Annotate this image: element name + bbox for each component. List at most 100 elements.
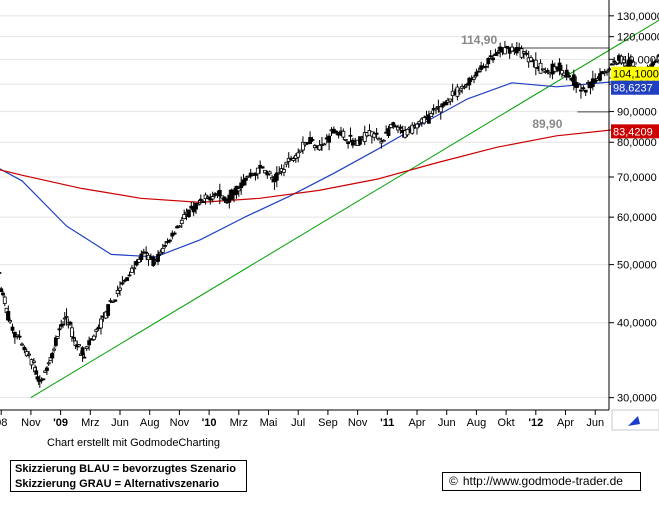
candle-body: [505, 45, 510, 49]
candle-body: [137, 258, 141, 263]
x-tick-label: Jul: [291, 417, 305, 429]
candle-body: [198, 198, 203, 201]
candle-body: [253, 172, 258, 176]
x-tick-label: '09: [53, 417, 68, 429]
x-tick-label: Jun: [111, 417, 129, 429]
copyright-icon: ©: [449, 474, 458, 488]
candle-body: [94, 329, 99, 332]
candle-body: [22, 346, 27, 351]
moving-average-line: [0, 76, 659, 258]
candle-body: [52, 348, 56, 351]
candle-body: [217, 189, 222, 197]
y-tick-label: 80,0000: [617, 137, 657, 149]
candle-body: [543, 71, 548, 73]
candle-body: [391, 122, 396, 126]
legend-blue-text: Skizzierung BLAU = bevorzugtes Szenario: [15, 463, 236, 475]
x-tick-label: Apr: [408, 417, 425, 429]
website-link[interactable]: © http://www.godmode-trader.de: [442, 472, 641, 491]
uptrend-line: [30, 19, 659, 399]
x-tick-label: Okt: [498, 417, 515, 429]
candle-body: [398, 126, 403, 129]
candle-body: [533, 59, 538, 69]
candle-body: [609, 63, 614, 66]
candle-body: [284, 161, 289, 165]
candle-body: [362, 132, 367, 142]
candle-body: [194, 202, 198, 210]
x-tick-label: Mrz: [81, 417, 99, 429]
candle-body: [628, 59, 633, 63]
scroll-arrow-icon[interactable]: [611, 409, 659, 431]
candle-body: [503, 47, 507, 55]
candle-body: [27, 353, 32, 356]
candle-body: [317, 144, 322, 151]
candle-body: [576, 82, 581, 85]
candle-body: [62, 317, 67, 320]
candle-body: [538, 62, 543, 74]
candle-body: [571, 74, 576, 86]
candle-body: [241, 179, 246, 186]
candle-body: [301, 141, 305, 151]
candle-body: [34, 370, 39, 375]
candle-body: [168, 239, 172, 242]
candle-body: [541, 68, 545, 71]
candle-body: [343, 138, 348, 141]
candle-body: [182, 214, 187, 220]
candle-body: [386, 128, 391, 137]
candle-body: [267, 171, 272, 175]
candle-body: [495, 51, 500, 54]
x-tick-label: Jun: [586, 417, 604, 429]
candle-body: [652, 61, 657, 64]
candle-body: [457, 90, 462, 93]
candle-body: [486, 57, 491, 65]
candle-body: [434, 108, 438, 111]
ma-blue-tag-label: 98,6237: [613, 83, 653, 95]
candle-body: [462, 86, 467, 89]
candle-body: [510, 46, 514, 52]
candle-body: [2, 296, 7, 304]
candle-body: [581, 87, 586, 90]
candle-body: [144, 251, 149, 254]
x-tick-label: Aug: [467, 417, 487, 429]
candle-body: [17, 335, 22, 338]
y-tick-label: 130,0000: [617, 11, 659, 23]
candle-body: [87, 340, 92, 346]
candle-body: [296, 152, 301, 158]
candle-body: [99, 318, 103, 329]
candle-body: [614, 62, 619, 65]
candle-body: [170, 232, 175, 237]
y-tick-label: 50,0000: [617, 260, 657, 272]
candle-body: [91, 335, 96, 340]
candle-body: [467, 77, 472, 86]
candle-body: [476, 70, 481, 73]
candle-body: [605, 70, 609, 73]
x-tick-label: Nov: [170, 417, 190, 429]
candle-body: [160, 247, 165, 253]
candle-body: [491, 57, 495, 61]
ma-blue-tag-box: [611, 80, 659, 95]
candle-body: [657, 54, 659, 57]
candle-body: [0, 272, 2, 274]
candle-body: [612, 60, 617, 63]
y-tick-label: 90,0000: [617, 107, 657, 119]
candle-body: [348, 134, 353, 137]
candle-body: [210, 196, 215, 200]
candle-body: [341, 130, 346, 138]
candle-body: [158, 251, 163, 255]
chart-credit: Chart erstellt mit GodmodeCharting: [47, 437, 221, 449]
candle-body: [426, 114, 431, 124]
candle-body: [277, 172, 282, 175]
price-tags: 104,1000 98,6237 83,4209: [611, 66, 659, 139]
candle-body: [598, 73, 602, 81]
candle-body: [298, 149, 303, 153]
candle-body: [260, 166, 265, 169]
candle-body: [255, 167, 260, 175]
candle-body: [593, 78, 598, 83]
candle-body: [64, 316, 69, 318]
candle-body: [6, 310, 11, 321]
candle-body: [120, 282, 125, 285]
y-tick-label: 30,0000: [617, 393, 657, 405]
candle-body: [583, 89, 588, 93]
level-labels: 114,90102,4089,90: [461, 33, 563, 131]
candle-body: [327, 135, 331, 143]
x-tick-label: Aug: [140, 417, 160, 429]
